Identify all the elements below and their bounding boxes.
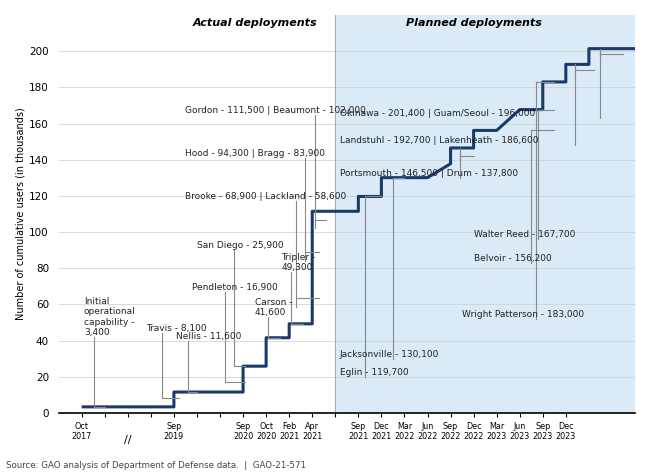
Text: Tripler -
49,300: Tripler - 49,300: [281, 253, 315, 272]
Text: Brooke - 68,900 | Lackland - 58,600: Brooke - 68,900 | Lackland - 58,600: [185, 193, 346, 202]
Text: Source: GAO analysis of Department of Defense data.  |  GAO-21-571: Source: GAO analysis of Department of De…: [6, 461, 307, 470]
Text: Pendleton - 16,900: Pendleton - 16,900: [192, 283, 278, 292]
Text: Hood - 94,300 | Bragg - 83,900: Hood - 94,300 | Bragg - 83,900: [185, 149, 326, 158]
Y-axis label: Number of cumulative users (in thousands): Number of cumulative users (in thousands…: [15, 108, 25, 320]
Text: Portsmouth - 146,500 | Drum - 137,800: Portsmouth - 146,500 | Drum - 137,800: [340, 169, 518, 178]
Text: Carson -
41,600: Carson - 41,600: [255, 298, 292, 317]
Text: Nellis - 11,600: Nellis - 11,600: [176, 332, 242, 341]
Text: Okinawa - 201,400 | Guam/Seoul - 196,000: Okinawa - 201,400 | Guam/Seoul - 196,000: [340, 109, 535, 118]
Text: Landstuhl - 192,700 | Lakenheath - 186,600: Landstuhl - 192,700 | Lakenheath - 186,6…: [340, 136, 538, 145]
Text: Initial
operational
capability -
3,400: Initial operational capability - 3,400: [84, 297, 136, 337]
Text: Planned deployments: Planned deployments: [406, 17, 541, 28]
Text: Walter Reed - 167,700: Walter Reed - 167,700: [474, 230, 575, 239]
Bar: [335, 15, 650, 413]
Text: Actual deployments: Actual deployments: [192, 17, 317, 28]
Text: San Diego - 25,900: San Diego - 25,900: [197, 241, 283, 250]
Text: Eglin - 119,700: Eglin - 119,700: [340, 368, 409, 377]
Text: Travis - 8,100: Travis - 8,100: [146, 324, 207, 333]
Text: Gordon - 111,500 | Beaumont - 102,000: Gordon - 111,500 | Beaumont - 102,000: [185, 106, 367, 115]
Text: Jacksonville - 130,100: Jacksonville - 130,100: [340, 350, 439, 359]
Text: Belvoir - 156,200: Belvoir - 156,200: [474, 254, 551, 263]
Text: Wright Patterson - 183,000: Wright Patterson - 183,000: [462, 310, 584, 319]
Text: //: //: [124, 435, 131, 445]
